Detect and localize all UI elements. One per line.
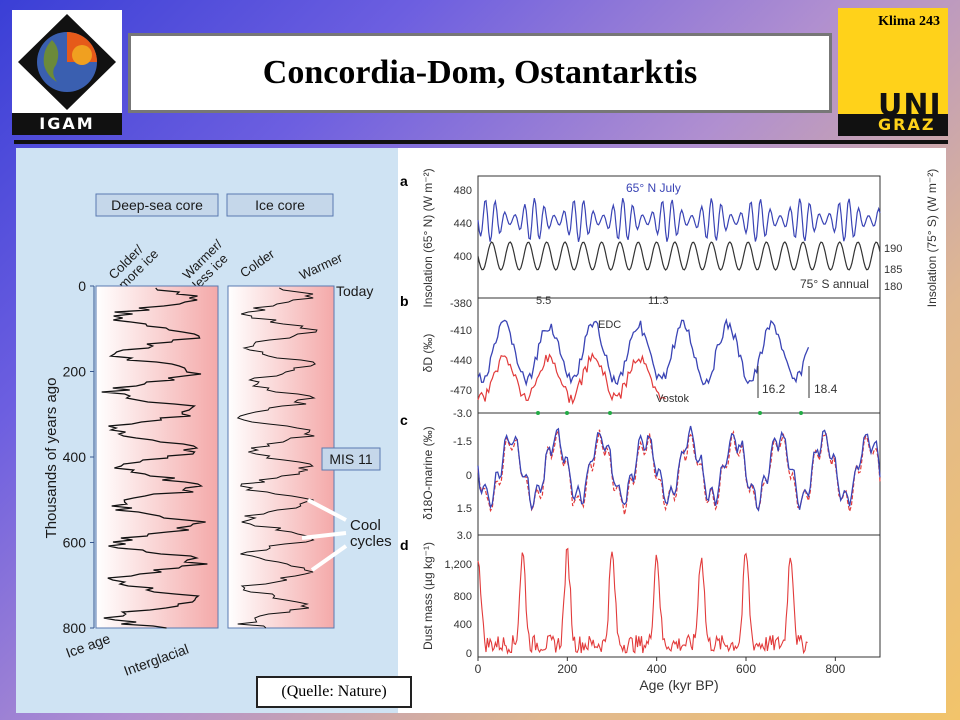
left-y-tick-label: 0 bbox=[78, 278, 86, 294]
x-tick-label: 400 bbox=[647, 662, 667, 676]
uni-graz-logo: Klima 243 UNI GRAZ bbox=[838, 8, 948, 136]
panel-d: 0 400 800 1,200 0 200 400 600 800 Dust mass (µg… bbox=[421, 542, 846, 693]
x-axis-label: Age (kyr BP) bbox=[639, 677, 718, 693]
source-label: (Quelle: Nature) bbox=[281, 683, 387, 700]
panel-b-tick-label: -380 bbox=[450, 298, 472, 310]
panel-a-right-tick-label: 190 bbox=[884, 243, 902, 255]
panel-a-letter: a bbox=[400, 173, 408, 189]
annotation-11-3: 11.3 bbox=[648, 295, 669, 307]
x-tick-label: 600 bbox=[736, 662, 756, 676]
panel-a-left-tick-label: 400 bbox=[454, 251, 472, 263]
vostok-line bbox=[477, 351, 666, 405]
series-label-75s: 75° S annual bbox=[800, 277, 869, 291]
x-tick-label: 800 bbox=[825, 662, 845, 676]
panel-b-y-ticks: -380 -410 -440 -470 -3.0 bbox=[450, 298, 472, 420]
panel-d-tick-label: 0 bbox=[466, 648, 472, 660]
panel-b: EDC Vostok 5.5 11.3 16.2 18.4 -380 -410 -4… bbox=[421, 295, 838, 420]
panel-d-tick-label: 800 bbox=[454, 591, 472, 603]
panel-d-frame bbox=[477, 534, 881, 658]
source-box: (Quelle: Nature) bbox=[256, 676, 412, 708]
deep-sea-core-line bbox=[101, 287, 208, 629]
panel-c-bottom-tick-label: 3.0 bbox=[457, 530, 472, 542]
series-label-65n: 65° N July bbox=[626, 181, 681, 195]
left-y-tick-label: 200 bbox=[63, 364, 87, 380]
annotation-16-2: 16.2 bbox=[762, 382, 786, 396]
ice-core-band bbox=[227, 285, 335, 629]
panel-b-bottom-tick-label: -3.0 bbox=[453, 408, 472, 420]
panel-b-green-markers bbox=[536, 411, 803, 415]
mis11-box bbox=[321, 447, 381, 471]
annotation-18-4: 18.4 bbox=[814, 382, 838, 396]
series-label-vostok: Vostok bbox=[656, 393, 690, 405]
panel-a-left-ylabel: Insolation (65° N) (W m⁻²) bbox=[421, 168, 435, 307]
ice-core-line bbox=[236, 287, 318, 629]
left-ylabel: Thousands of years ago bbox=[43, 378, 60, 539]
panel-c-letter: c bbox=[400, 412, 408, 428]
panel-a-left-ticks: 400 440 480 bbox=[454, 185, 472, 263]
ice-core-header: Ice core bbox=[255, 197, 305, 213]
graz-logo-text: GRAZ bbox=[878, 115, 936, 134]
panel-d-ylabel: Dust mass (µg kg⁻¹) bbox=[421, 542, 435, 650]
panel-b-tick-label: -410 bbox=[450, 325, 472, 337]
annotation-5-5: 5.5 bbox=[536, 295, 551, 307]
x-axis-ticks: 0 200 400 600 800 bbox=[475, 657, 846, 676]
left-y-tick-label: 400 bbox=[63, 449, 87, 465]
panel-a: 65° N July 75° S annual 400 440 480 180 185… bbox=[421, 168, 939, 307]
edc-line bbox=[477, 317, 810, 387]
mis11-label: MIS 11 bbox=[329, 451, 373, 467]
igam-globe-icon bbox=[18, 14, 116, 110]
panel-c-y-ticks: -1.5 0 1.5 3.0 bbox=[453, 436, 472, 542]
dust-mass-line bbox=[477, 547, 808, 655]
right-panel-bg bbox=[398, 148, 946, 713]
panel-a-left-tick-label: 480 bbox=[454, 185, 472, 197]
panel-c-tick-label: 1.5 bbox=[457, 503, 472, 515]
panel-a-right-tick-label: 180 bbox=[884, 281, 902, 293]
cool-cycles-label: Cool cycles bbox=[350, 517, 392, 550]
panel-a-right-ylabel: Insolation (75° S) (W m⁻²) bbox=[925, 169, 939, 308]
panel-d-tick-label: 1,200 bbox=[444, 559, 472, 571]
panel-a-left-tick-label: 440 bbox=[454, 218, 472, 230]
panel-c: -1.5 0 1.5 3.0 δ18O-marine (‰) bbox=[421, 425, 881, 542]
header-divider bbox=[14, 140, 948, 144]
title-box: Concordia-Dom, Ostantarktis bbox=[128, 33, 832, 113]
figure: Deep-sea core Ice core Colder/more ice W… bbox=[16, 148, 946, 713]
x-tick-label: 0 bbox=[475, 662, 482, 676]
panel-b-tick-label: -440 bbox=[450, 355, 472, 367]
panel-b-tick-label: -470 bbox=[450, 385, 472, 397]
x-tick-label: 200 bbox=[557, 662, 577, 676]
left-panel: Deep-sea core Ice core Colder/more ice W… bbox=[16, 148, 398, 713]
left-y-tick-label: 800 bbox=[63, 620, 87, 636]
panel-c-tick-label: -1.5 bbox=[453, 436, 472, 448]
panel-d-letter: d bbox=[400, 537, 409, 553]
graz-bar bbox=[838, 114, 948, 136]
today-label: Today bbox=[336, 283, 373, 299]
deep-sea-header: Deep-sea core bbox=[111, 197, 203, 213]
panel-c-tick-label: 0 bbox=[466, 470, 472, 482]
panel-b-ylabel: δD (‰) bbox=[421, 334, 435, 373]
left-y-tick-label: 600 bbox=[63, 535, 87, 551]
panel-a-right-ticks: 180 185 190 bbox=[884, 243, 902, 293]
igam-label: IGAM bbox=[12, 113, 122, 135]
deep-sea-header-box bbox=[95, 193, 219, 217]
d18o-marine-blue-line bbox=[477, 425, 881, 512]
series-label-edc: EDC bbox=[598, 319, 621, 331]
panel-c-ylabel: δ18O-marine (‰) bbox=[421, 426, 435, 519]
panel-a-right-tick-label: 185 bbox=[884, 264, 902, 276]
panel-d-y-ticks: 0 400 800 1,200 bbox=[444, 559, 472, 660]
right-panel: a b c d 65° N July 75° S annual 400 440 48… bbox=[398, 148, 946, 713]
igam-logo: IGAM bbox=[12, 10, 122, 135]
panel-b-letter: b bbox=[400, 293, 409, 309]
insolation-65n-line bbox=[477, 198, 881, 242]
page-title: Concordia-Dom, Ostantarktis bbox=[262, 54, 698, 91]
slide-number: Klima 243 bbox=[878, 14, 940, 29]
ice-core-header-box bbox=[226, 193, 334, 217]
panel-d-tick-label: 400 bbox=[454, 619, 472, 631]
left-y-ticks: 0 200 400 600 800 bbox=[63, 278, 94, 636]
insolation-75s-line bbox=[477, 241, 881, 271]
cool-cycles-arrows bbox=[301, 498, 348, 572]
